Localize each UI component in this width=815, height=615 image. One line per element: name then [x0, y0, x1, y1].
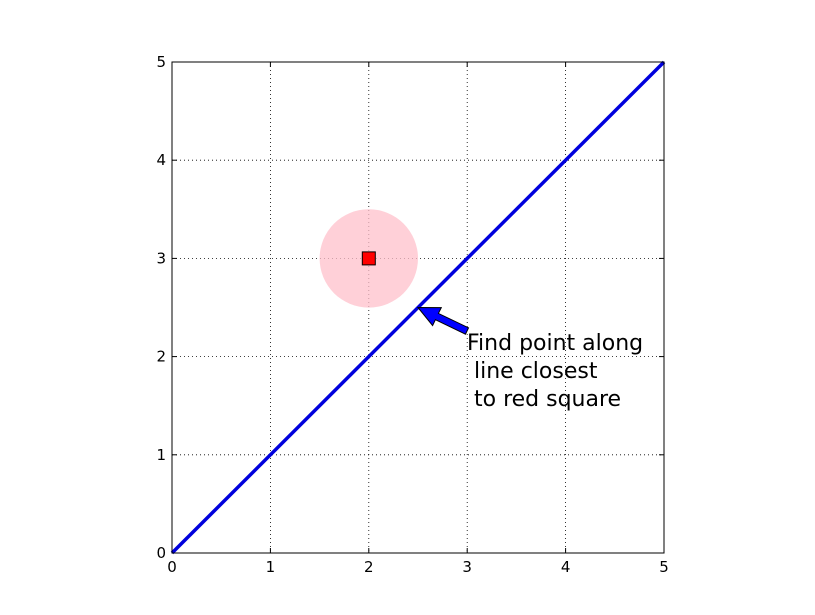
- annotation-text-line-1: line closest: [467, 359, 598, 384]
- annotation-text-line-0: Find point along: [467, 331, 643, 356]
- annotation-layer: Find point along line closest to red squ…: [416, 306, 643, 412]
- red-square-marker: [361, 251, 376, 266]
- annotation-arrow: [416, 306, 470, 335]
- y-tick-label-2: 2: [156, 348, 166, 366]
- y-tick-label-5: 5: [156, 53, 166, 71]
- plot-frame: [171, 61, 665, 554]
- x-tick-label-0: 0: [167, 558, 177, 576]
- annotation-text-line-2: to red square: [467, 387, 621, 412]
- x-tick-label-4: 4: [561, 558, 571, 576]
- y-tick-label-4: 4: [156, 151, 166, 169]
- x-tick-label-1: 1: [266, 558, 276, 576]
- x-tick-label-2: 2: [364, 558, 374, 576]
- y-tick-label-1: 1: [156, 446, 166, 464]
- marker-layer: [361, 251, 376, 266]
- x-tick-label-5: 5: [659, 558, 669, 576]
- y-tick-label-0: 0: [156, 544, 166, 562]
- x-tick-label-3: 3: [462, 558, 472, 576]
- y-tick-label-3: 3: [156, 249, 166, 267]
- tick-labels: 0 1 2 3 4 5 0 1 2 3 4 5: [156, 53, 668, 576]
- axis-ticks: [171, 61, 665, 554]
- annotation-text: Find point along line closest to red squ…: [467, 331, 643, 412]
